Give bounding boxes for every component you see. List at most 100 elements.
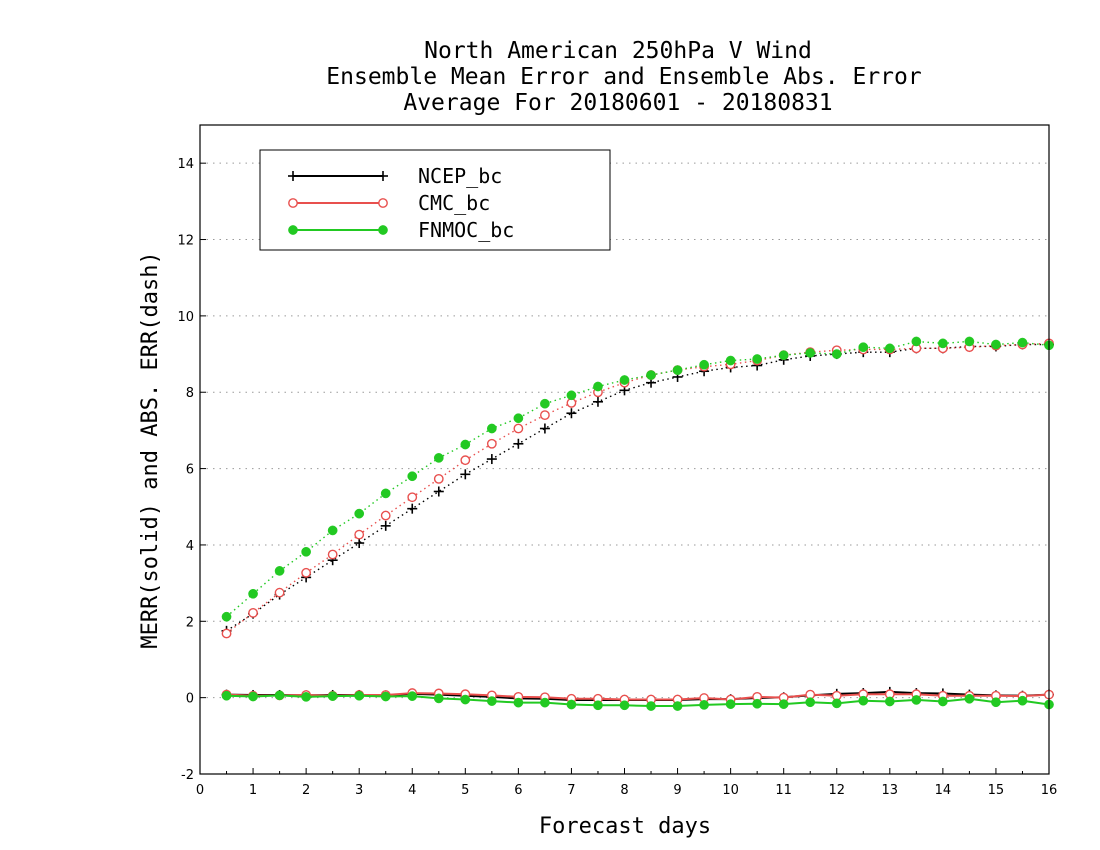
data-series — [221, 336, 1054, 711]
fnmoc-bc-mean-err-point — [831, 698, 842, 709]
fnmoc-bc-mean-err-point — [513, 697, 524, 708]
fnmoc-bc-abs-err-point — [540, 398, 550, 409]
x-tick-label: 16 — [1041, 783, 1058, 798]
legend-marker-start — [288, 225, 298, 235]
fnmoc-bc-mean-err-point — [486, 696, 497, 706]
cmc-bc-abs-err-point — [327, 549, 338, 560]
legend-item-cmc-bc: CMC_bc — [288, 191, 490, 215]
fnmoc-bc-mean-err-point — [938, 696, 948, 707]
series-fnmoc-bc — [221, 336, 1054, 711]
fnmoc-bc-abs-err-point — [327, 525, 338, 536]
fnmoc-bc-mean-err-point — [672, 701, 683, 711]
fnmoc-bc-mean-err-point — [407, 691, 418, 701]
y-axis-label: MERR(solid) and ABS. ERR(dash) — [138, 251, 163, 648]
fnmoc-bc-abs-err-point — [460, 439, 471, 450]
fnmoc-bc-abs-err-point — [964, 336, 975, 347]
ncep-bc-abs-err-point — [486, 454, 497, 465]
fnmoc-bc-abs-err-point — [248, 588, 258, 599]
legend: NCEP_bc CMC_bc FNMOC_bc — [259, 149, 611, 251]
series-ncep-bc — [221, 339, 1054, 705]
fnmoc-bc-mean-err-point — [619, 700, 630, 711]
fnmoc-bc-mean-err-point — [221, 690, 232, 701]
ncep-bc-abs-err-point — [513, 438, 524, 449]
legend-item-fnmoc-bc: FNMOC_bc — [288, 218, 514, 242]
fnmoc-bc-abs-err-point — [778, 350, 789, 361]
series-cmc-bc — [221, 338, 1054, 705]
cmc-bc-abs-err-point — [407, 492, 418, 503]
cmc-bc-abs-err-point — [380, 510, 391, 521]
fnmoc-bc-abs-err-point — [619, 375, 630, 385]
fnmoc-bc-abs-err-point — [672, 365, 683, 375]
fnmoc-bc-mean-err-point — [725, 699, 736, 709]
fnmoc-bc-mean-err-point — [1017, 695, 1028, 706]
legend-marker-start — [288, 171, 298, 181]
legend-box — [259, 149, 611, 251]
cmc-bc-abs-err-point — [540, 410, 550, 421]
fnmoc-bc-abs-err-point — [831, 349, 842, 359]
fnmoc-bc-mean-err-point — [460, 694, 471, 705]
y-tick-label: 0 — [186, 692, 194, 707]
fnmoc-bc-abs-err-point — [566, 390, 577, 401]
fnmoc-bc-mean-err-point — [327, 691, 338, 701]
x-tick-label: 12 — [828, 783, 845, 798]
legend-marker-end — [378, 225, 388, 235]
legend-label-ncep-bc: NCEP_bc — [418, 164, 502, 188]
fnmoc-bc-abs-err-point — [407, 471, 418, 482]
cmc-bc-abs-err-point — [513, 423, 524, 434]
fnmoc-bc-mean-err-point — [593, 700, 603, 711]
y-tick-label: 14 — [177, 157, 194, 172]
ncep-bc-abs-err-point — [539, 423, 550, 434]
cmc-bc-abs-err-point — [248, 607, 258, 618]
cmc-bc-abs-err-point — [433, 473, 444, 484]
legend-item-ncep-bc: NCEP_bc — [288, 164, 502, 188]
ncep-bc-abs-err-line — [226, 343, 1049, 632]
fnmoc-bc-abs-err-point — [221, 611, 232, 622]
x-tick-label: 14 — [935, 783, 952, 798]
fnmoc-bc-abs-err-point — [752, 354, 763, 364]
chart-title-line-2: Ensemble Mean Error and Ensemble Abs. Er… — [326, 64, 921, 90]
fnmoc-bc-mean-err-point — [274, 690, 285, 701]
ncep-bc-abs-err-point — [407, 503, 418, 514]
fnmoc-bc-abs-err-point — [380, 488, 391, 499]
ncep-bc-abs-err-point — [433, 486, 444, 497]
chart-title: North American 250hPa V Wind Ensemble Me… — [326, 38, 921, 116]
x-tick-label: 3 — [355, 783, 363, 798]
cmc-bc-abs-err-point — [221, 628, 232, 639]
x-axis-ticks: 0 1 2 3 4 5 6 7 8 9 10 11 12 13 14 15 16 — [196, 768, 1057, 798]
fnmoc-bc-abs-err-point — [858, 342, 869, 353]
fnmoc-bc-mean-err-point — [646, 701, 656, 711]
fnmoc-bc-mean-err-point — [699, 700, 709, 710]
y-tick-label: 6 — [186, 463, 194, 478]
x-tick-label: 2 — [302, 783, 310, 798]
x-tick-label: 10 — [722, 783, 739, 798]
fnmoc-bc-abs-err-point — [646, 370, 656, 380]
x-tick-label: 1 — [249, 783, 257, 798]
y-tick-label: 10 — [177, 310, 194, 325]
fnmoc-bc-abs-err-point — [938, 338, 948, 349]
fnmoc-bc-mean-err-point — [964, 693, 975, 704]
fnmoc-bc-abs-err-point — [593, 381, 603, 392]
cmc-bc-abs-err-point — [301, 567, 312, 578]
y-tick-label: -2 — [181, 768, 194, 783]
fnmoc-bc-abs-err-point — [699, 359, 709, 370]
legend-entries: NCEP_bc CMC_bc FNMOC_bc — [288, 164, 514, 242]
x-tick-label: 15 — [988, 783, 1005, 798]
ncep-bc-abs-err-point — [354, 538, 365, 549]
legend-marker-start — [288, 198, 298, 208]
fnmoc-bc-mean-err-point — [805, 697, 816, 708]
cmc-bc-abs-err-line — [226, 342, 1050, 635]
fnmoc-bc-mean-err-point — [433, 693, 444, 704]
fnmoc-bc-abs-err-point — [274, 566, 285, 576]
fnmoc-bc-mean-err-point — [540, 697, 550, 708]
cmc-bc-abs-err-point — [274, 587, 285, 598]
fnmoc-bc-abs-err-point — [1017, 337, 1028, 348]
x-tick-label: 5 — [461, 783, 469, 798]
y-tick-label: 4 — [186, 539, 194, 554]
fnmoc-bc-mean-err-point — [884, 696, 895, 707]
legend-marker-end — [378, 171, 388, 181]
fnmoc-bc-mean-err-point — [354, 690, 365, 701]
fnmoc-bc-abs-err-point — [884, 343, 895, 354]
x-tick-label: 8 — [620, 783, 628, 798]
y-tick-label: 8 — [186, 386, 194, 401]
